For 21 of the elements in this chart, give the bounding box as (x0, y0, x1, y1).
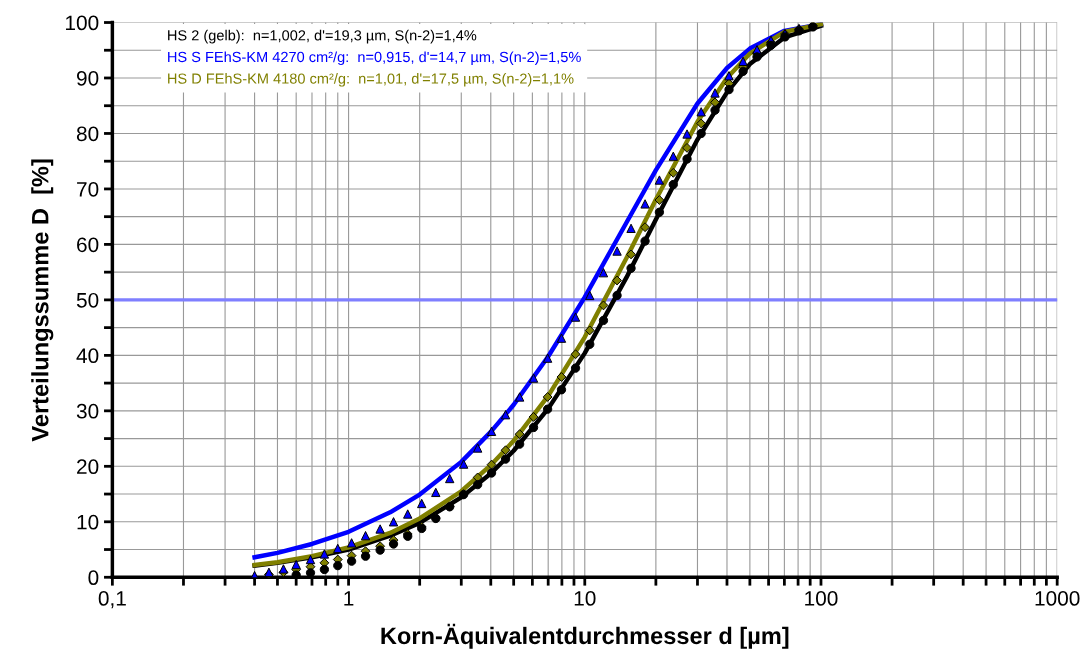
y-tick-label: 90 (76, 70, 99, 86)
y-tick-label: 60 (77, 237, 99, 253)
y-tick-label: 0 (88, 570, 99, 586)
y-tick-label: 80 (76, 126, 99, 142)
y-tick-label: 70 (77, 181, 99, 197)
y-tick-label: 50 (76, 292, 99, 308)
text: HS 2 (gelb): n=1,002, d'=19,3 µm, S(n-2)=1,4% (168, 29, 477, 44)
x-tick-label: 100 (805, 591, 838, 606)
y-tick-label: 20 (77, 459, 99, 475)
y-tick-label: 100 (66, 15, 99, 31)
y-tick-label: 30 (76, 403, 99, 419)
x-tick-label: 1000 (1035, 591, 1080, 606)
x-tick-label: 1 (344, 591, 354, 606)
y-tick-label: 40 (76, 348, 99, 364)
x-axis-title: Korn-Äquivalentdurchmesser d [µm] (381, 623, 789, 649)
x-tick-label: 0,1 (98, 591, 126, 609)
y-axis-title: Verteilungssumme D [%] (31, 159, 54, 442)
text: HS S FEhS-KM 4270 cm²/g: n=0,915, d'=14,7 µm, S(n-2)=1,5% (168, 51, 581, 66)
text: HS D FEhS-KM 4180 cm²/g: n=1,01, d'=17,5 µm, S(n-2)=1,1% (168, 73, 574, 87)
y-tick-label: 10 (77, 514, 99, 530)
x-tick-label: 10 (574, 591, 596, 606)
